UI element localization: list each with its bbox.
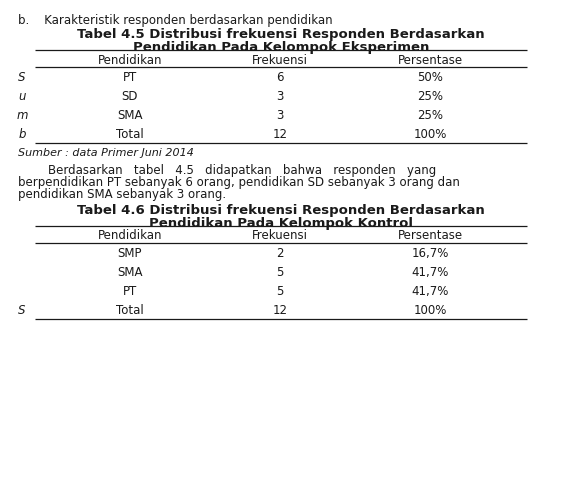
- Text: 41,7%: 41,7%: [411, 285, 448, 298]
- Text: PT: PT: [123, 71, 137, 84]
- Text: Pendidikan: Pendidikan: [98, 229, 162, 242]
- Text: S: S: [18, 303, 26, 316]
- Text: u: u: [18, 90, 26, 103]
- Text: pendidikan SMA sebanyak 3 orang.: pendidikan SMA sebanyak 3 orang.: [18, 188, 226, 201]
- Text: 12: 12: [273, 128, 288, 141]
- Text: Total: Total: [116, 303, 144, 316]
- Text: 3: 3: [277, 90, 284, 103]
- Text: 6: 6: [277, 71, 284, 84]
- Text: Frekuensi: Frekuensi: [252, 53, 308, 66]
- Text: m: m: [16, 109, 28, 122]
- Text: SMA: SMA: [117, 109, 143, 122]
- Text: SMP: SMP: [118, 247, 142, 260]
- Text: 3: 3: [277, 109, 284, 122]
- Text: b.    Karakteristik responden berdasarkan pendidikan: b. Karakteristik responden berdasarkan p…: [18, 14, 333, 27]
- Text: 25%: 25%: [417, 90, 443, 103]
- Text: Berdasarkan   tabel   4.5   didapatkan   bahwa   responden   yang: Berdasarkan tabel 4.5 didapatkan bahwa r…: [18, 164, 436, 177]
- Text: 16,7%: 16,7%: [411, 247, 448, 260]
- Text: Tabel 4.5 Distribusi frekuensi Responden Berdasarkan: Tabel 4.5 Distribusi frekuensi Responden…: [77, 28, 485, 41]
- Text: 100%: 100%: [413, 303, 447, 316]
- Text: PT: PT: [123, 285, 137, 298]
- Text: SMA: SMA: [117, 265, 143, 278]
- Text: Tabel 4.6 Distribusi frekuensi Responden Berdasarkan: Tabel 4.6 Distribusi frekuensi Responden…: [77, 204, 485, 216]
- Text: Frekuensi: Frekuensi: [252, 229, 308, 242]
- Text: Persentase: Persentase: [397, 229, 463, 242]
- Text: 5: 5: [277, 285, 284, 298]
- Text: 2: 2: [277, 247, 284, 260]
- Text: 50%: 50%: [417, 71, 443, 84]
- Text: 41,7%: 41,7%: [411, 265, 448, 278]
- Text: SD: SD: [122, 90, 138, 103]
- Text: S: S: [18, 71, 26, 84]
- Text: 25%: 25%: [417, 109, 443, 122]
- Text: Pendidikan: Pendidikan: [98, 53, 162, 66]
- Text: 12: 12: [273, 303, 288, 316]
- Text: berpendidikan PT sebanyak 6 orang, pendidikan SD sebanyak 3 orang dan: berpendidikan PT sebanyak 6 orang, pendi…: [18, 176, 460, 189]
- Text: Sumber : data Primer Juni 2014: Sumber : data Primer Juni 2014: [18, 148, 194, 157]
- Text: Persentase: Persentase: [397, 53, 463, 66]
- Text: b: b: [18, 128, 26, 141]
- Text: 5: 5: [277, 265, 284, 278]
- Text: Pendidikan Pada Kelompok Kontrol: Pendidikan Pada Kelompok Kontrol: [149, 216, 413, 229]
- Text: Pendidikan Pada Kelompok Eksperimen: Pendidikan Pada Kelompok Eksperimen: [133, 41, 429, 54]
- Text: 100%: 100%: [413, 128, 447, 141]
- Text: Total: Total: [116, 128, 144, 141]
